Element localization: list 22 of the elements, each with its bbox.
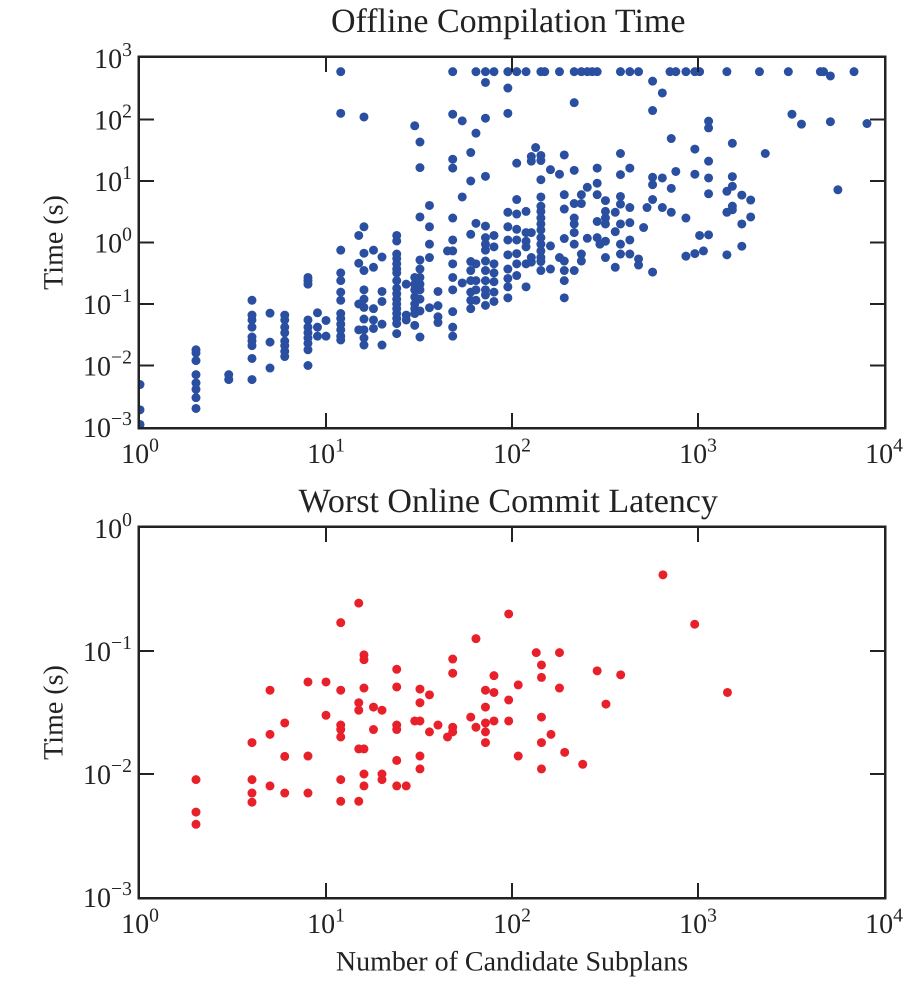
y-tick-label: 10$^{0}$: [94, 224, 132, 260]
x-tick-label: 10$^{2}$: [493, 905, 531, 940]
y-tick-label: 10$^{3}$: [94, 40, 132, 75]
x-tick-label: 10$^{3}$: [679, 435, 718, 470]
x-tick-label: 10$^{4}$: [865, 905, 904, 940]
y-axis-title: Time (s): [38, 665, 70, 760]
x-axis-title: Number of Candidate Subplans: [336, 946, 688, 978]
y-tick-label: 10$^{−2}$: [83, 756, 132, 791]
y-tick-label: 10$^{−2}$: [83, 348, 132, 382]
x-tick-label: 10$^{1}$: [307, 905, 345, 940]
y-axis-title: Time (s): [38, 195, 70, 290]
chart-title: Worst Online Commit Latency: [298, 482, 718, 520]
y-tick-label: 10$^{1}$: [94, 163, 132, 198]
x-tick-label: 10$^{2}$: [493, 435, 531, 470]
x-tick-label: 10$^{3}$: [679, 905, 718, 940]
chart-title: Offline Compilation Time: [330, 2, 686, 40]
y-tick-label: 10$^{−1}$: [83, 633, 132, 668]
x-tick-label: 10$^{4}$: [865, 435, 904, 470]
y-tick-label: 10$^{−1}$: [83, 286, 132, 321]
x-tick-label: 10$^{1}$: [307, 435, 345, 470]
y-tick-label: 10$^{0}$: [94, 510, 132, 545]
y-tick-label: 10$^{2}$: [94, 102, 132, 136]
